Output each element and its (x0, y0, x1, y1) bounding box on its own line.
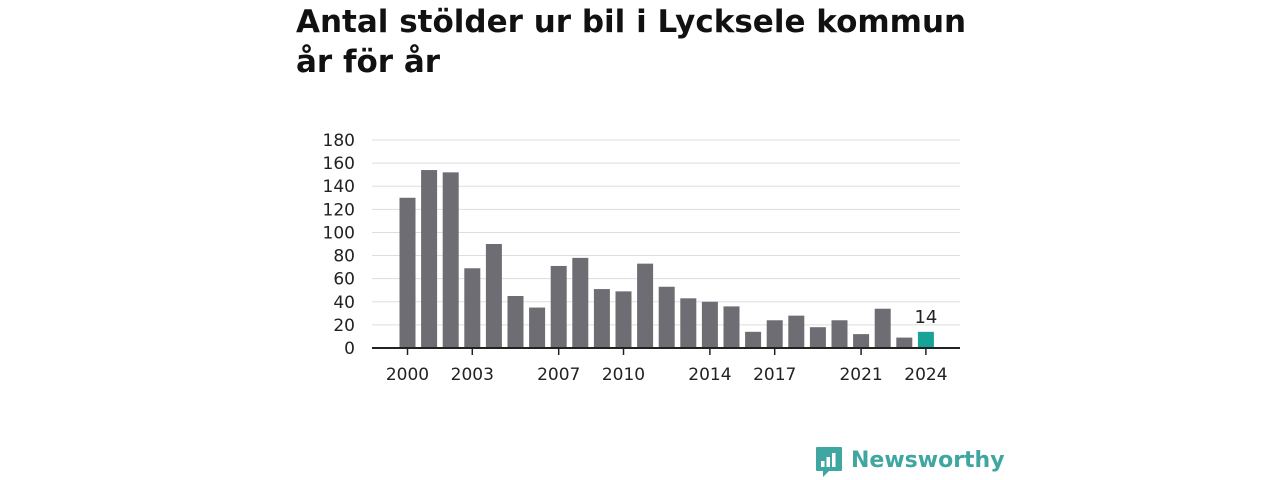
x-tick-label: 2003 (451, 365, 494, 385)
data-label-2024: 14 (914, 307, 937, 328)
bar-2002 (442, 172, 459, 348)
bar-2003 (464, 268, 481, 348)
y-tick-label: 180 (323, 131, 355, 151)
bar-2007 (550, 265, 567, 348)
gridlines (372, 139, 960, 326)
bar-2016 (745, 331, 762, 348)
newsworthy-logo-icon (816, 447, 842, 477)
x-tick-label: 2007 (537, 365, 580, 385)
bar-2009 (593, 289, 610, 348)
newsworthy-logo-text: Newsworthy (851, 448, 1005, 473)
tick-labels: 0 20 40 60 80 100 120 140 160 180 14 2000 2003 2007 20… (323, 131, 948, 385)
y-tick-label: 60 (333, 270, 355, 290)
bar-2020 (831, 320, 848, 348)
bar-2022 (874, 308, 891, 348)
x-tick-label: 2000 (386, 365, 429, 385)
bar-2024 (917, 331, 934, 348)
bar-2000 (399, 197, 416, 348)
y-tick-label: 0 (344, 339, 355, 359)
x-tick-label: 2014 (688, 365, 731, 385)
y-tick-label: 140 (323, 177, 355, 197)
bar-2010 (615, 291, 632, 348)
y-tick-label: 160 (323, 154, 355, 174)
y-tick-label: 20 (333, 316, 355, 336)
bar-2018 (788, 315, 805, 348)
y-tick-label: 80 (333, 247, 355, 267)
y-tick-label: 100 (323, 223, 355, 243)
bar-2015 (723, 306, 740, 348)
bar-2012 (658, 286, 675, 348)
bar-2001 (421, 170, 438, 348)
y-tick-label: 120 (323, 200, 355, 220)
bar-2011 (637, 263, 654, 348)
bar-2008 (572, 257, 589, 348)
bar-2014 (701, 301, 718, 348)
bars (399, 170, 934, 348)
bar-2006 (529, 307, 546, 348)
x-tick-label: 2017 (753, 365, 796, 385)
bar-2021 (853, 334, 870, 348)
bar-2019 (809, 327, 826, 348)
x-tick-label: 2010 (602, 365, 645, 385)
bar-2017 (766, 320, 783, 348)
x-tick-label: 2024 (904, 365, 947, 385)
x-tick-label: 2021 (839, 365, 882, 385)
bar-2005 (507, 296, 524, 348)
chart-title: Antal stölder ur bil i Lycksele kommun å… (296, 4, 967, 80)
axes (372, 347, 960, 355)
newsworthy-logo: Newsworthy (815, 446, 1005, 480)
y-tick-label: 40 (333, 293, 355, 313)
bar-2004 (485, 244, 502, 348)
bar-2023 (896, 337, 913, 348)
bar-2013 (680, 298, 697, 348)
